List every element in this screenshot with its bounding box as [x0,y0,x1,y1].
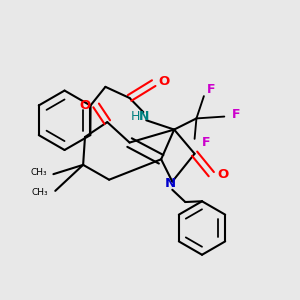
Text: O: O [80,99,91,112]
Text: CH₃: CH₃ [30,168,47,177]
Text: F: F [202,136,210,149]
Text: N: N [165,177,176,190]
Text: H: H [131,110,141,123]
Text: O: O [218,168,229,181]
Text: F: F [207,83,216,96]
Text: F: F [232,108,240,121]
Text: CH₃: CH₃ [32,188,49,197]
Text: N: N [139,110,150,123]
Text: O: O [158,75,170,88]
